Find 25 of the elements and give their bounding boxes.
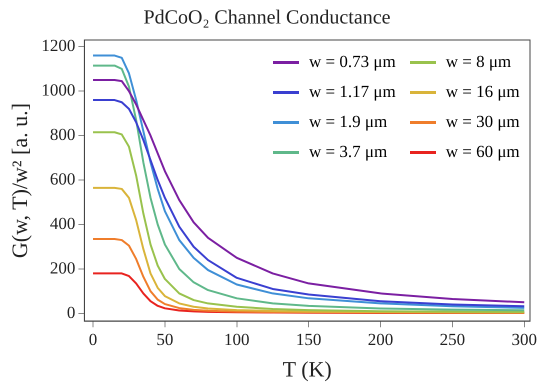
x-tick-label: 300 — [512, 330, 537, 349]
legend-label: w = 3.7 μm — [309, 142, 388, 162]
legend-label: w = 1.9 μm — [309, 112, 388, 132]
legend-label: w = 16 μm — [446, 82, 520, 102]
x-tick-label: 200 — [368, 330, 394, 349]
y-tick-label: 400 — [50, 214, 76, 233]
legend-label: w = 8 μm — [446, 52, 512, 72]
x-axis-title: T (K) — [282, 356, 332, 382]
x-tick-label: 0 — [88, 330, 98, 349]
x-tick-label: 150 — [296, 330, 322, 349]
y-tick-label: 200 — [50, 258, 76, 278]
y-tick-label: 0 — [66, 302, 76, 322]
x-tick-label: 50 — [156, 330, 174, 349]
y-tick-label: 1000 — [41, 80, 76, 100]
legend-label: w = 60 μm — [446, 142, 520, 162]
y-tick-label: 1200 — [41, 36, 76, 56]
legend-label: w = 30 μm — [446, 112, 520, 132]
y-axis-title: G(w, T)/w² [a. u.] — [6, 103, 32, 258]
y-tick-label: 800 — [50, 125, 76, 144]
x-tick-label: 100 — [224, 330, 250, 349]
x-tick-label: 250 — [440, 330, 466, 349]
legend-label: w = 1.17 μm — [309, 82, 396, 102]
legend-label: w = 0.73 μm — [309, 52, 396, 72]
y-tick-label: 600 — [50, 170, 76, 189]
chart-title: PdCoO₂ Channel Conductance — [144, 6, 391, 28]
